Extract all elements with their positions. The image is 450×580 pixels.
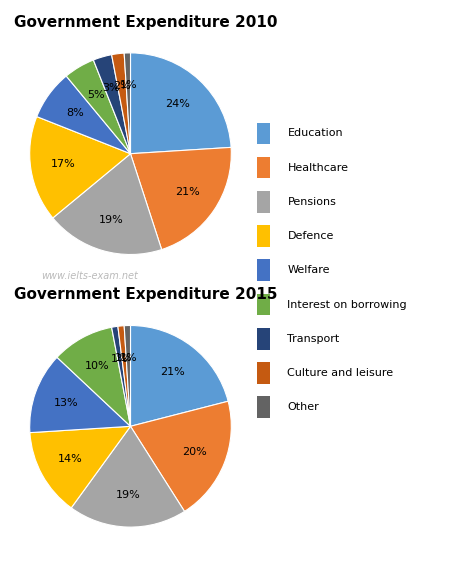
Bar <box>256 259 270 281</box>
Bar <box>256 396 270 418</box>
Text: 19%: 19% <box>116 490 141 500</box>
Text: 1%: 1% <box>111 354 129 364</box>
Text: Government Expenditure 2015: Government Expenditure 2015 <box>14 287 277 302</box>
Text: 1%: 1% <box>120 80 137 90</box>
Wedge shape <box>57 327 130 426</box>
Text: 1%: 1% <box>115 353 133 363</box>
Wedge shape <box>124 53 130 154</box>
Wedge shape <box>112 327 130 426</box>
Wedge shape <box>30 426 130 508</box>
Wedge shape <box>130 147 231 249</box>
Bar <box>256 122 270 144</box>
Text: 19%: 19% <box>99 215 124 224</box>
Wedge shape <box>30 117 130 218</box>
Bar <box>256 225 270 247</box>
Text: Interest on borrowing: Interest on borrowing <box>288 299 407 310</box>
Wedge shape <box>130 325 228 426</box>
Text: Culture and leisure: Culture and leisure <box>288 368 394 378</box>
Wedge shape <box>66 60 130 154</box>
Text: 8%: 8% <box>66 108 84 118</box>
Text: www.ielts-exam.net: www.ielts-exam.net <box>41 271 139 281</box>
Wedge shape <box>112 53 130 154</box>
Bar <box>256 362 270 384</box>
Text: Welfare: Welfare <box>288 265 330 276</box>
Text: 1%: 1% <box>120 353 137 362</box>
Wedge shape <box>30 357 130 433</box>
Bar <box>256 157 270 179</box>
Wedge shape <box>37 76 130 154</box>
Bar <box>256 293 270 316</box>
Text: 2%: 2% <box>113 81 131 90</box>
Wedge shape <box>130 53 231 154</box>
Text: Education: Education <box>288 128 343 139</box>
Text: 5%: 5% <box>87 90 104 100</box>
Wedge shape <box>53 154 162 255</box>
Bar <box>256 191 270 213</box>
Text: Pensions: Pensions <box>288 197 336 207</box>
Text: Transport: Transport <box>288 334 340 344</box>
Text: 24%: 24% <box>165 99 190 108</box>
Text: Other: Other <box>288 402 319 412</box>
Bar <box>256 328 270 350</box>
Text: 3%: 3% <box>103 83 120 93</box>
Text: Defence: Defence <box>288 231 334 241</box>
Text: Government Expenditure 2010: Government Expenditure 2010 <box>14 14 277 30</box>
Text: 10%: 10% <box>85 361 110 371</box>
Text: 14%: 14% <box>58 454 83 465</box>
Text: 21%: 21% <box>160 367 185 377</box>
Wedge shape <box>118 326 130 426</box>
Text: 13%: 13% <box>54 398 78 408</box>
Wedge shape <box>130 401 231 512</box>
Text: 20%: 20% <box>182 447 207 456</box>
Wedge shape <box>94 55 130 154</box>
Text: Healthcare: Healthcare <box>288 162 348 173</box>
Wedge shape <box>71 426 184 527</box>
Wedge shape <box>124 325 130 426</box>
Text: 21%: 21% <box>175 187 199 197</box>
Text: 17%: 17% <box>50 160 75 169</box>
